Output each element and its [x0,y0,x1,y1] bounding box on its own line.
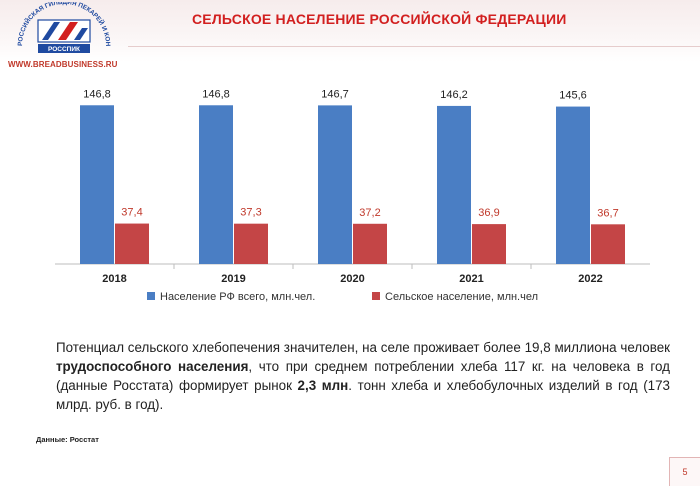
data-label-total-2022: 145,6 [559,90,587,102]
bar-total-2020 [318,105,352,265]
bar-total-2019 [199,105,233,265]
website-link[interactable]: WWW.BREADBUSINESS.RU [8,60,118,69]
bar-total-2018 [80,105,114,265]
x-tick-label-2022: 2022 [578,273,602,285]
data-label-total-2019: 146,8 [202,88,230,100]
data-label-total-2021: 146,2 [440,89,468,101]
bar-rural-2019 [234,223,268,264]
body-text-end: . тонн хлеба и хлебобулочных изделий в г… [56,378,670,412]
rosspik-logo: РОССИЙСКАЯ ГИЛЬДИЯ ПЕКАРЕЙ И КОНДИТЕРОВ … [8,2,111,53]
x-tick-label-2020: 2020 [340,273,364,285]
population-bar-chart: 146,8 37,4 2018 146,8 37,3 2019 146,7 37,2 2020 1… [55,88,650,303]
slide-header [0,0,700,62]
x-tick-label-2021: 2021 [459,273,483,285]
legend-swatch-total [147,292,155,300]
data-label-rural-2018: 37,4 [121,207,142,219]
data-label-rural-2020: 37,2 [359,207,380,219]
body-bold-market: 2,3 млн [297,378,349,393]
x-tick-label-2018: 2018 [102,273,126,285]
bar-rural-2020 [353,223,387,264]
body-bold-population: трудоспособного населения [56,359,249,374]
bar-rural-2018 [115,223,149,264]
data-label-rural-2019: 37,3 [240,207,261,219]
page-title: СЕЛЬСКОЕ НАСЕЛЕНИЕ РОССИЙСКОЙ ФЕДЕРАЦИИ [192,11,567,27]
x-tick-label-2019: 2019 [221,273,245,285]
bar-rural-2022 [591,224,625,264]
data-label-rural-2022: 36,7 [597,207,618,219]
body-paragraph: Потенциал сельского хлебопечения значите… [56,338,670,414]
body-text-start: Потенциал сельского хлебопечения значите… [56,340,670,355]
data-label-rural-2021: 36,9 [478,207,499,219]
bar-total-2021 [437,105,471,264]
legend-label-rural: Сельское население, млн.чел [385,291,538,303]
data-source: Данные: Росстат [36,435,99,444]
header-divider [128,46,700,47]
bar-rural-2021 [472,224,506,264]
body-text-middle: , что при среднем потреблении хлеба 117 … [56,359,670,393]
legend-label-total: Население РФ всего, млн.чел. [160,291,315,303]
legend-swatch-rural [372,292,380,300]
svg-text:РОССПИК: РОССПИК [48,46,80,53]
page-number: 5 [669,457,700,486]
bar-total-2022 [556,106,590,264]
data-label-total-2020: 146,7 [321,88,349,100]
data-label-total-2018: 146,8 [83,88,111,100]
